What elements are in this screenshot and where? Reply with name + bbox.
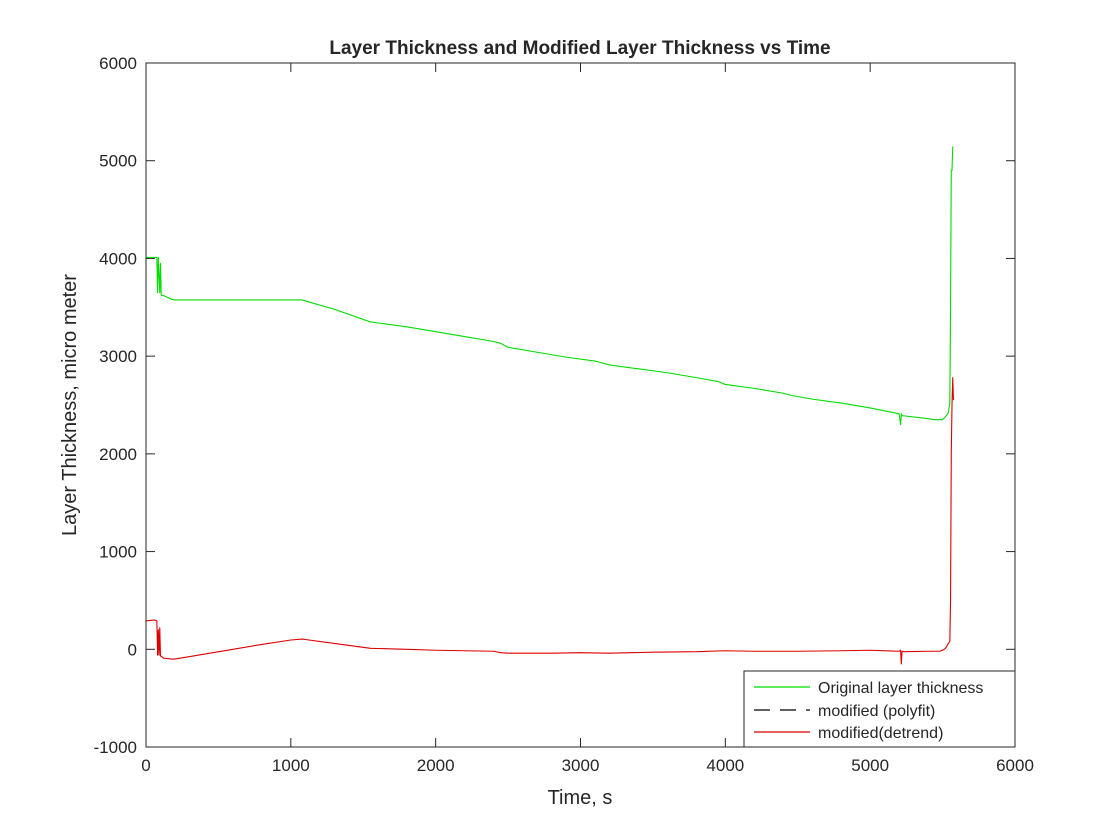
y-tick-label: 3000 [99,347,137,366]
y-tick-label: 5000 [99,152,137,171]
x-tick-label: 6000 [996,756,1034,775]
series-line-2 [145,377,954,665]
series-layer [145,146,954,665]
legend-label-polyfit: modified (polyfit) [818,703,935,720]
chart-title: Layer Thickness and Modified Layer Thick… [329,38,830,59]
x-tick-label: 3000 [562,756,600,775]
x-axis-label: Time, s [548,787,613,809]
y-tick-label: 6000 [99,54,137,73]
y-tick-label: 0 [128,640,137,659]
y-tick-label: 4000 [99,249,137,268]
y-tick-label: 1000 [99,543,137,562]
plot-area-border [145,62,1016,748]
series-line-0 [146,146,954,426]
legend-box [743,670,1016,748]
legend: Original layer thickness modified (polyf… [743,670,1016,748]
tick-labels: 0 1000 2000 3000 4000 5000 6000-10000100020003… [94,54,1034,775]
x-tick-label: 4000 [706,756,744,775]
legend-label-detrend: modified(detrend) [818,725,943,742]
legend-label-original: Original layer thickness [818,680,983,697]
x-tick-label: 1000 [272,756,310,775]
y-axis-label: Layer Thickness, micro meter [59,274,81,536]
x-tick-label: 2000 [417,756,455,775]
x-tick-label: 5000 [851,756,889,775]
y-tick-label: 2000 [99,445,137,464]
plot-area-background [146,63,1015,747]
x-tick-label: 0 [141,756,150,775]
y-tick-label: -1000 [94,738,137,757]
